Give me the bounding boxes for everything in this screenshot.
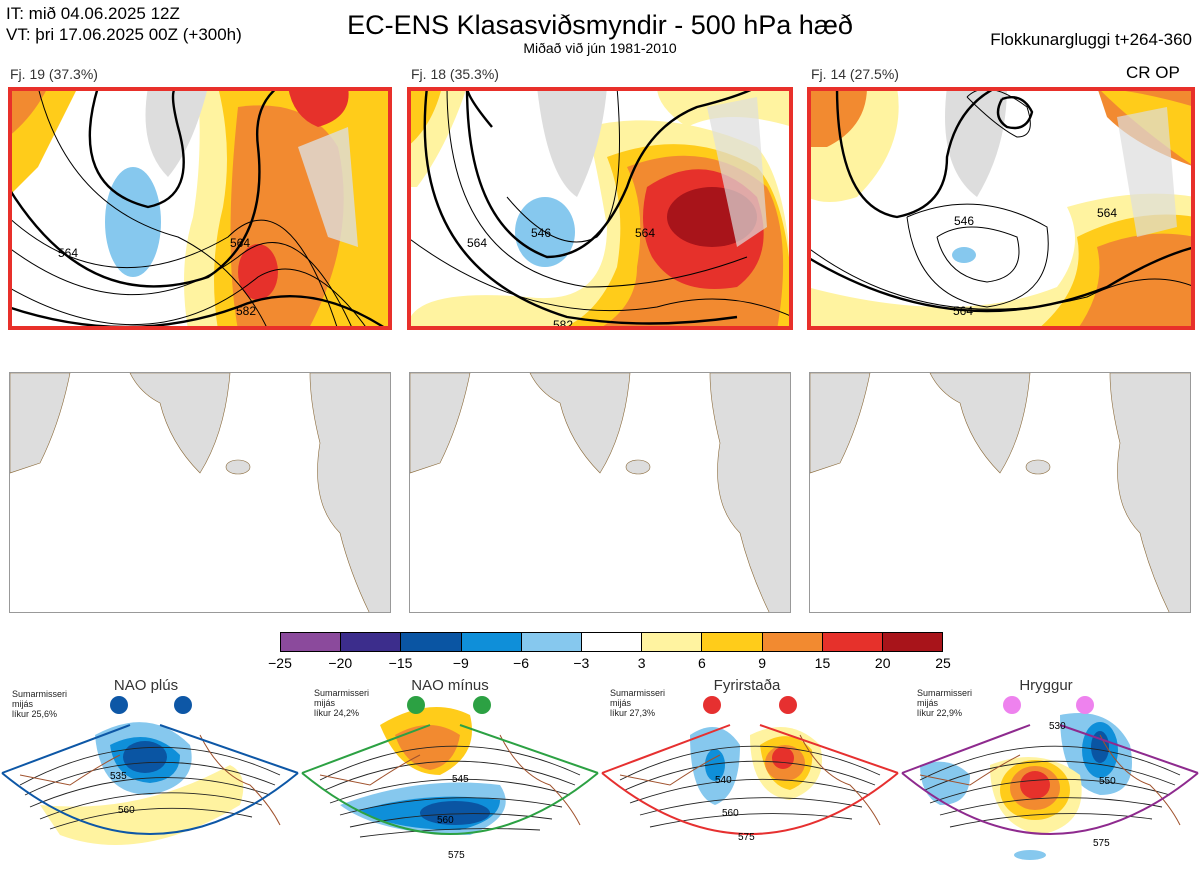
- colorbar-segment: [642, 633, 703, 651]
- regime-maps: 535 560 545 560 575 540 560 575 530 550 …: [1, 696, 1199, 861]
- contour-label: 575: [1093, 838, 1110, 849]
- regime-info-nao-minus: Sumarmisseri mijás líkur 24,2%: [314, 688, 370, 718]
- contour-label: 582: [236, 304, 256, 318]
- colorbar-tick-label: 25: [935, 655, 951, 671]
- colorbar-segment: [281, 633, 342, 651]
- regime-map-nao-minus: [301, 696, 599, 838]
- valid-time: VT: þri 17.06.2025 00Z (+300h): [6, 25, 242, 44]
- regime-name-hryggur: Hryggur: [1019, 677, 1073, 694]
- regime-map-fyrirstada: [601, 696, 899, 835]
- contour-label: 560: [437, 815, 454, 826]
- contour-label: 560: [118, 805, 135, 816]
- colorbar-tick-label: −9: [452, 655, 469, 671]
- cluster-label-2: Fj. 18 (35.3%): [411, 66, 499, 82]
- contour-label: 564: [467, 236, 487, 250]
- cluster-label-1: Fj. 19 (37.3%): [10, 66, 98, 82]
- colorbar-tick-label: 3: [637, 655, 646, 671]
- contour-label: 560: [722, 808, 739, 819]
- regime-info-nao-plus: Sumarmisseri mijás líkur 25,6%: [12, 689, 68, 719]
- regime-info-fyrirstada: Sumarmisseri mijás líkur 27,3%: [610, 688, 666, 718]
- empty-map-2: [409, 372, 791, 613]
- colorbar-segment: [341, 633, 402, 651]
- page-subtitle: Miðað við jún 1981-2010: [523, 40, 677, 56]
- contour-label: 564: [635, 226, 655, 240]
- contour-label: 575: [448, 850, 465, 861]
- classification-window: Flokkunargluggi t+264-360: [990, 30, 1192, 49]
- cr-op-label: CR OP: [1126, 63, 1180, 82]
- colorbar-tick-label: −20: [328, 655, 353, 671]
- regime-name-fyrirstada: Fyrirstaða: [713, 677, 781, 694]
- cluster-label-3: Fj. 14 (27.5%): [811, 66, 899, 82]
- colorbar-segment: [581, 633, 643, 651]
- colorbar-segment: [822, 633, 883, 651]
- contour-label: 582: [553, 318, 573, 330]
- page-title: EC-ENS Klasasviðsmyndir - 500 hPa hæð: [347, 10, 853, 40]
- cluster-map-2: 546 564 564 582: [407, 87, 793, 330]
- colorbar-segment: [401, 633, 462, 651]
- colorbar-segment: [762, 633, 823, 651]
- colorbar-segment: [461, 633, 522, 651]
- contour-label: 564: [953, 304, 973, 318]
- colorbar-tick-label: 15: [814, 655, 831, 671]
- contour-label: 564: [1097, 206, 1117, 220]
- colorbar-tick-label: −25: [268, 655, 292, 671]
- empty-map-3: [809, 372, 1191, 613]
- colorbar-tick-label: −3: [573, 655, 590, 671]
- regime-name-nao-minus: NAO mínus: [411, 677, 489, 694]
- cluster-map-1: 564 564 582: [8, 87, 392, 330]
- colorbar-tick-label: 6: [698, 655, 706, 671]
- colorbar: [280, 632, 943, 652]
- contour-label: 530: [1049, 721, 1066, 732]
- colorbar-tick-label: 20: [874, 655, 891, 671]
- contour-label: 575: [738, 832, 755, 843]
- colorbar-segment: [882, 633, 943, 651]
- colorbar-tick-label: −6: [513, 655, 530, 671]
- empty-map-1: [9, 372, 391, 613]
- contour-label: 564: [230, 236, 250, 250]
- regime-info-hryggur: Sumarmisseri mijás líkur 22,9%: [917, 688, 973, 718]
- colorbar-segment: [702, 633, 763, 651]
- regime-name-nao-plus: NAO plús: [113, 677, 179, 694]
- header-timestamps: IT: mið 04.06.2025 12Z VT: þri 17.06.202…: [6, 3, 242, 45]
- colorbar-tick-label: −15: [388, 655, 413, 671]
- contour-label: 564: [58, 246, 78, 260]
- colorbar-tick-label: 9: [758, 655, 767, 671]
- regime-map-hryggur: [901, 696, 1199, 860]
- contour-label: 550: [1099, 776, 1116, 787]
- colorbar-segment: [521, 633, 582, 651]
- contour-label: 540: [715, 775, 732, 786]
- regime-map-nao-plus: [1, 696, 299, 845]
- contour-label: 546: [531, 226, 551, 240]
- contour-label: 545: [452, 774, 469, 785]
- issue-time: IT: mið 04.06.2025 12Z: [6, 4, 180, 23]
- cluster-map-3: 546 564 564: [807, 87, 1195, 330]
- contour-label: 535: [110, 771, 127, 782]
- contour-label: 546: [954, 214, 974, 228]
